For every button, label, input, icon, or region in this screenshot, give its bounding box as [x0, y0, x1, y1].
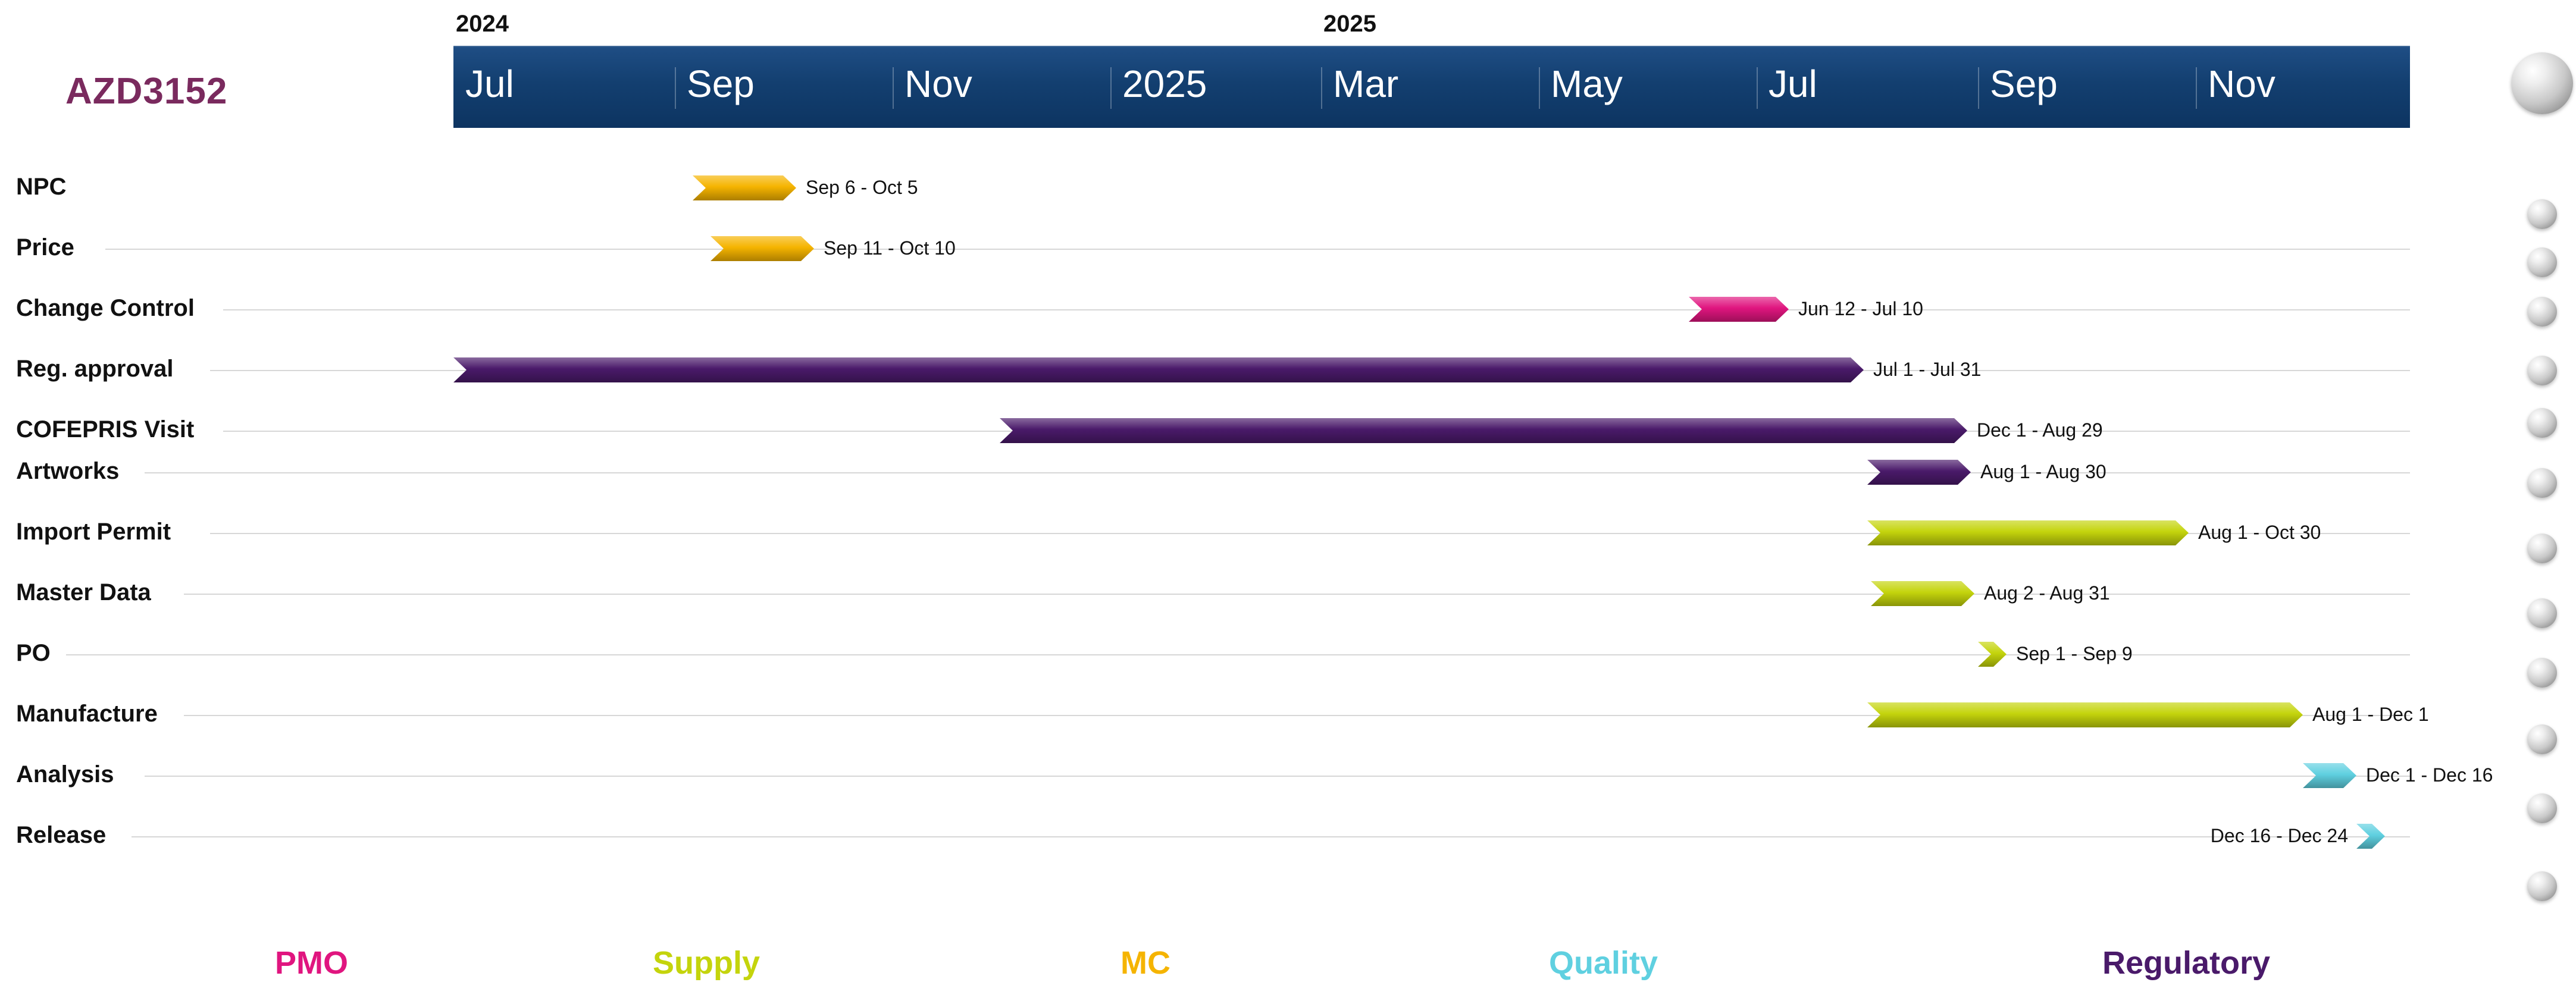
- task-label: Analysis: [16, 761, 114, 787]
- task-label: Artworks: [16, 458, 120, 484]
- band-tick-label: Mar: [1333, 62, 1399, 105]
- task-date-label: Sep 11 - Oct 10: [824, 237, 956, 259]
- band-tick: [1757, 67, 1758, 109]
- task-date-label: Sep 6 - Oct 5: [806, 177, 918, 198]
- band-tick: [1978, 67, 1979, 109]
- row-knob-button[interactable]: [2527, 598, 2557, 628]
- main-knob-button[interactable]: [2511, 52, 2573, 114]
- task-bar[interactable]: [1000, 418, 1967, 443]
- task-bar[interactable]: [453, 357, 1864, 382]
- task-bar[interactable]: [1867, 460, 1971, 485]
- row-gridline: [132, 836, 2410, 837]
- task-label: NPC: [16, 174, 67, 200]
- row-knob-button[interactable]: [2527, 468, 2557, 498]
- band-tick-label: Nov: [2208, 62, 2275, 105]
- row-knob-button[interactable]: [2527, 658, 2557, 688]
- band-tick: [2196, 67, 2197, 109]
- legend-item: Supply: [653, 945, 760, 981]
- task-date-label: Aug 2 - Aug 31: [1984, 582, 2110, 604]
- row-knob-button[interactable]: [2527, 793, 2557, 823]
- row-knob-button[interactable]: [2527, 534, 2557, 563]
- band-tick-label: Nov: [904, 62, 972, 105]
- row-knob-button[interactable]: [2527, 724, 2557, 754]
- band-tick-label: Jul: [1769, 62, 1817, 105]
- task-date-label: Aug 1 - Dec 1: [2312, 704, 2429, 725]
- task-label: Price: [16, 234, 74, 261]
- legend-item: Regulatory: [2102, 945, 2271, 981]
- task-bar[interactable]: [693, 175, 796, 200]
- legend-item: PMO: [275, 945, 349, 981]
- task-date-label: Aug 1 - Aug 30: [1980, 461, 2107, 482]
- task-bar[interactable]: [2356, 824, 2385, 849]
- row-gridline: [210, 533, 2410, 534]
- band-tick-label: Sep: [687, 62, 755, 105]
- task-label: PO: [16, 640, 51, 666]
- task-bar[interactable]: [710, 236, 814, 261]
- row-knob-button[interactable]: [2527, 408, 2557, 438]
- band-tick-label: 2025: [1122, 62, 1207, 105]
- year-label: 2025: [1323, 11, 1376, 37]
- row-knob-button[interactable]: [2527, 297, 2557, 327]
- task-bar[interactable]: [1689, 297, 1789, 322]
- task-label: COFEPRIS Visit: [16, 416, 195, 443]
- task-bar[interactable]: [1871, 581, 1974, 606]
- task-label: Reg. approval: [16, 356, 174, 382]
- task-bar[interactable]: [1978, 642, 2007, 667]
- task-date-label: Aug 1 - Oct 30: [2198, 522, 2321, 543]
- task-date-label: Sep 1 - Sep 9: [2016, 643, 2133, 664]
- band-tick: [1321, 67, 1322, 109]
- row-gridline: [66, 654, 2410, 655]
- task-label: Release: [16, 822, 107, 848]
- row-knob-button[interactable]: [2527, 199, 2557, 229]
- task-date-label: Jul 1 - Jul 31: [1873, 359, 1982, 380]
- year-label: 2024: [456, 11, 509, 37]
- row-gridline: [223, 309, 2410, 310]
- row-knob-button[interactable]: [2527, 356, 2557, 385]
- band-tick: [893, 67, 894, 109]
- band-tick: [675, 67, 676, 109]
- band-tick-label: May: [1551, 62, 1623, 105]
- row-gridline: [105, 249, 2410, 250]
- task-label: Change Control: [16, 295, 195, 321]
- task-date-label: Dec 16 - Dec 24: [2210, 825, 2348, 846]
- row-gridline: [184, 594, 2410, 595]
- row-gridline: [145, 472, 2410, 473]
- task-bar[interactable]: [1867, 520, 2189, 545]
- task-date-label: Dec 1 - Aug 29: [1977, 419, 2103, 441]
- legend-item: MC: [1120, 945, 1170, 981]
- row-gridline: [184, 715, 2410, 716]
- task-bar[interactable]: [2303, 763, 2356, 788]
- band-tick-label: Sep: [1990, 62, 2058, 105]
- row-gridline: [145, 776, 2410, 777]
- timeline-band: Jul Sep Nov 2025 Mar May Jul Sep Nov: [453, 46, 2410, 128]
- task-date-label: Jun 12 - Jul 10: [1798, 298, 1923, 319]
- row-knob-button[interactable]: [2527, 871, 2557, 901]
- legend-item: Quality: [1549, 945, 1658, 981]
- row-knob-button[interactable]: [2527, 247, 2557, 277]
- task-bar[interactable]: [1867, 702, 2303, 727]
- project-title: AZD3152: [65, 71, 228, 112]
- band-tick: [1110, 67, 1112, 109]
- band-tick-label: Jul: [465, 62, 514, 105]
- task-label: Import Permit: [16, 519, 171, 545]
- band-tick: [1539, 67, 1540, 109]
- task-label: Manufacture: [16, 701, 158, 727]
- task-label: Master Data: [16, 579, 151, 605]
- task-date-label: Dec 1 - Dec 16: [2366, 764, 2493, 786]
